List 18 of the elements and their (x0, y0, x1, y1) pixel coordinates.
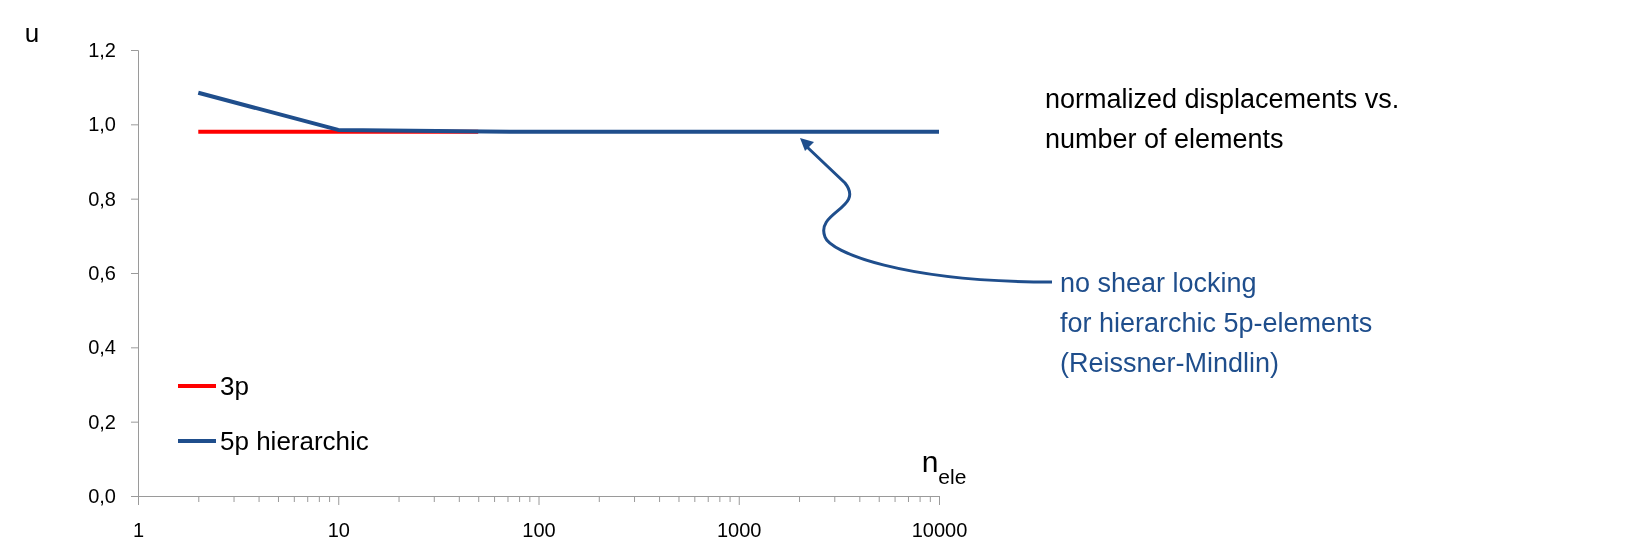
legend-label: 3p (220, 371, 249, 401)
x-tick-label: 10000 (911, 519, 968, 541)
text: normalized displacements vs. number of elements (1045, 84, 1400, 154)
y-tick-label: 0,6 (88, 261, 116, 284)
x-tick-label: 1 (132, 519, 145, 541)
y-tick-label: 1,2 (88, 38, 116, 61)
text: no shear locking for hierarchic 5p-elements (Reissner-Mindlin) (1060, 268, 1373, 378)
x-tick-label: 10 (327, 519, 350, 541)
y-tick-label: 1,0 (88, 113, 116, 136)
y-tick-label: 0,4 (88, 336, 116, 359)
x-tick-label: 1000 (717, 519, 762, 541)
x-axis-title: n$_{ele}$ (921, 445, 967, 488)
y-tick-label: 0,0 (88, 484, 116, 507)
y-axis-title: u (24, 18, 40, 48)
legend-label: 5p hierarchic (220, 426, 369, 456)
x-tick-label: 100 (522, 519, 556, 541)
y-tick-label: 0,2 (88, 410, 116, 433)
y-tick-label: 0,8 (88, 187, 116, 210)
